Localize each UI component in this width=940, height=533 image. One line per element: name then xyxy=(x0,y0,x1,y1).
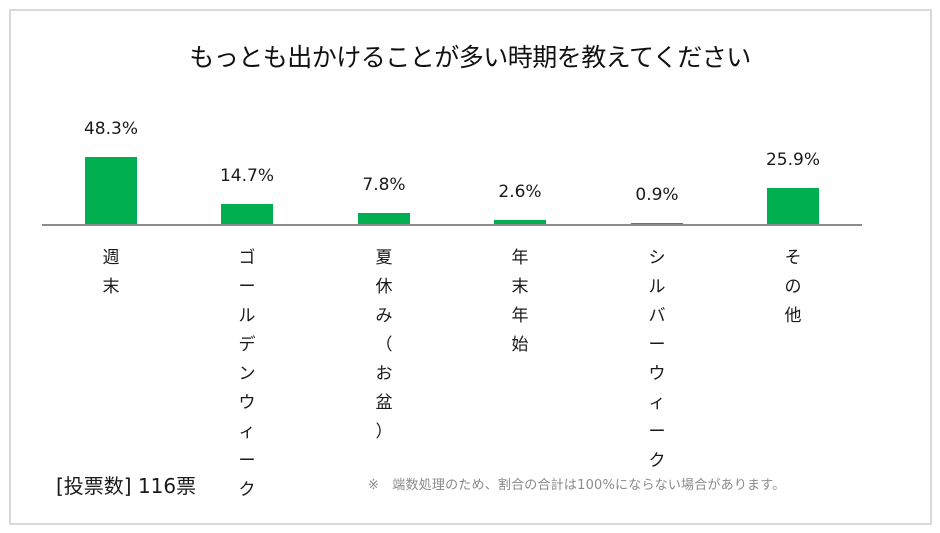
category-label: 週末 xyxy=(102,248,120,297)
bar xyxy=(631,223,683,224)
data-label: 48.3% xyxy=(83,119,138,139)
bar xyxy=(767,188,819,224)
bar xyxy=(494,220,546,224)
data-label: 7.8% xyxy=(362,175,406,195)
vote-count: [投票数] 116票 xyxy=(56,474,197,498)
bar xyxy=(85,157,137,224)
slide-frame xyxy=(9,9,932,525)
category-label: 年末年始 xyxy=(511,248,529,355)
footnote: ※ 端数処理のため、割合の合計は100%にならない場合があります。 xyxy=(368,478,786,493)
x-axis-line xyxy=(42,224,862,226)
bar xyxy=(221,204,273,224)
category-label: その他 xyxy=(784,248,802,326)
data-label: 2.6% xyxy=(498,182,542,202)
bar xyxy=(358,213,410,224)
data-label: 25.9% xyxy=(765,150,820,170)
chart-title: もっとも出かけることが多い時期を教えてください xyxy=(189,43,751,72)
data-label: 14.7% xyxy=(219,166,274,186)
category-label: シルバーウィーク xyxy=(648,248,666,471)
category-label: ゴールデンウィーク xyxy=(238,248,256,500)
category-label: 夏休み（お盆） xyxy=(375,248,393,442)
data-label: 0.9% xyxy=(635,185,679,205)
